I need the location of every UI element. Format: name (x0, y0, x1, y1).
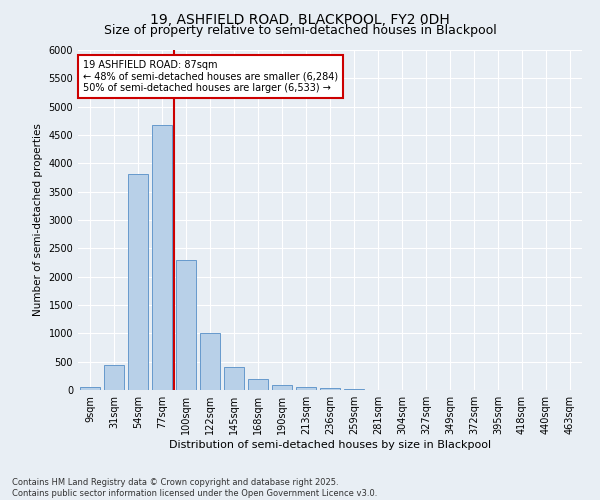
Bar (200, 334, 220, 390)
Bar (296, 387, 316, 390)
Text: Contains HM Land Registry data © Crown copyright and database right 2025.
Contai: Contains HM Land Registry data © Crown c… (12, 478, 377, 498)
Bar (320, 388, 340, 390)
Bar (272, 385, 292, 390)
Y-axis label: Number of semi-detached properties: Number of semi-detached properties (33, 124, 43, 316)
Text: 19, ASHFIELD ROAD, BLACKPOOL, FY2 0DH: 19, ASHFIELD ROAD, BLACKPOOL, FY2 0DH (150, 12, 450, 26)
Bar (248, 378, 268, 390)
Bar (224, 368, 244, 390)
Bar (80, 387, 100, 390)
Bar (128, 174, 148, 390)
Text: 19 ASHFIELD ROAD: 87sqm
← 48% of semi-detached houses are smaller (6,284)
50% of: 19 ASHFIELD ROAD: 87sqm ← 48% of semi-de… (83, 60, 338, 94)
Bar (104, 365, 124, 390)
Bar (176, 260, 196, 390)
Text: Size of property relative to semi-detached houses in Blackpool: Size of property relative to semi-detach… (104, 24, 496, 37)
Bar (152, 126, 172, 390)
X-axis label: Distribution of semi-detached houses by size in Blackpool: Distribution of semi-detached houses by … (169, 440, 491, 450)
